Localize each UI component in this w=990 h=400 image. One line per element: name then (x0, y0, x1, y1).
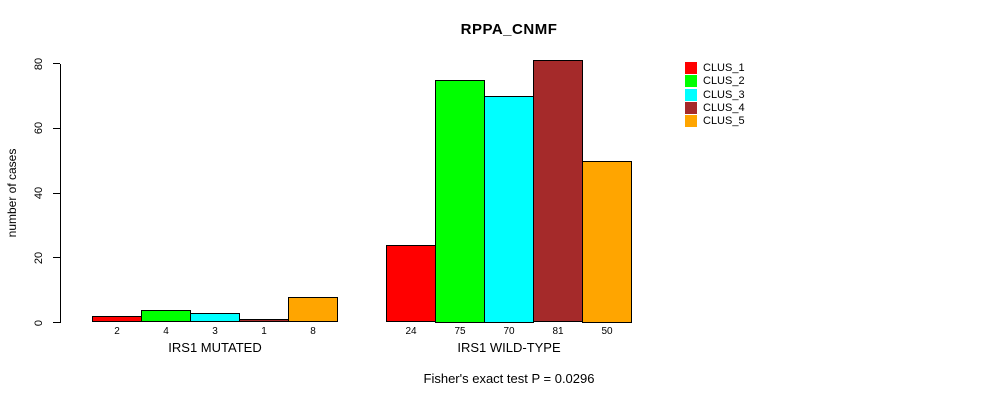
legend-swatch-icon (685, 115, 697, 128)
annotation-text: Fisher's exact test P = 0.0296 (423, 371, 595, 386)
bar-value-label: 24 (405, 326, 417, 337)
bar-clus_3-group2 (484, 95, 534, 323)
group-label: IRS1 WILD-TYPE (457, 340, 561, 355)
chart-title: RPPA_CNMF (460, 21, 558, 38)
legend-label: CLUS_4 (703, 101, 745, 114)
y-tick-mark (53, 127, 60, 129)
legend-swatch-icon (685, 75, 697, 88)
y-axis (60, 63, 61, 323)
legend-item-clus_2: CLUS_2 (685, 75, 745, 88)
bar-clus_3-group1 (190, 312, 240, 323)
y-tick-mark (53, 322, 60, 323)
y-tick-label: 0 (33, 319, 45, 326)
bar-value-label: 70 (503, 326, 515, 337)
legend-swatch-icon (685, 88, 697, 101)
bar-clus_2-group1 (141, 309, 191, 323)
bar-clus_1-group1 (92, 316, 142, 323)
bar-value-label: 4 (163, 326, 169, 337)
legend-item-clus_1: CLUS_1 (685, 62, 745, 74)
legend-swatch-icon (685, 62, 697, 74)
y-tick-mark (53, 257, 60, 259)
y-tick-label: 40 (33, 186, 45, 200)
bar-value-label: 8 (310, 326, 316, 337)
bar-clus_5-group1 (288, 296, 338, 323)
legend-item-clus_4: CLUS_4 (685, 101, 745, 114)
bar-clus_4-group2 (533, 60, 583, 323)
y-tick-label: 20 (33, 251, 45, 264)
legend-label: CLUS_3 (703, 88, 745, 101)
legend-label: CLUS_2 (703, 75, 745, 88)
bar-value-label: 1 (261, 326, 267, 337)
y-tick-label: 60 (33, 122, 45, 135)
group-label: IRS1 MUTATED (168, 340, 262, 355)
y-tick-label: 80 (33, 57, 45, 70)
bar-value-label: 2 (114, 326, 120, 337)
y-axis-label: number of cases (5, 148, 19, 238)
bar-value-label: 50 (601, 326, 613, 337)
bar-clus_5-group2 (582, 160, 632, 323)
legend-swatch-icon (685, 101, 697, 114)
bar-clus_2-group2 (435, 79, 485, 323)
bar-clus_1-group2 (386, 244, 436, 323)
legend-label: CLUS_1 (703, 62, 745, 74)
legend: CLUS_1 CLUS_2 CLUS_3 CLUS_4 CLUS_5 (685, 62, 745, 128)
bar-value-label: 75 (454, 326, 466, 337)
legend-label: CLUS_5 (703, 115, 745, 128)
y-tick-mark (53, 192, 60, 194)
bar-clus_4-group1 (239, 319, 289, 323)
bar-value-label: 81 (552, 326, 564, 337)
legend-item-clus_5: CLUS_5 (685, 115, 745, 128)
bar-value-label: 3 (212, 326, 218, 337)
y-tick-mark (53, 63, 60, 64)
legend-item-clus_3: CLUS_3 (685, 88, 745, 101)
